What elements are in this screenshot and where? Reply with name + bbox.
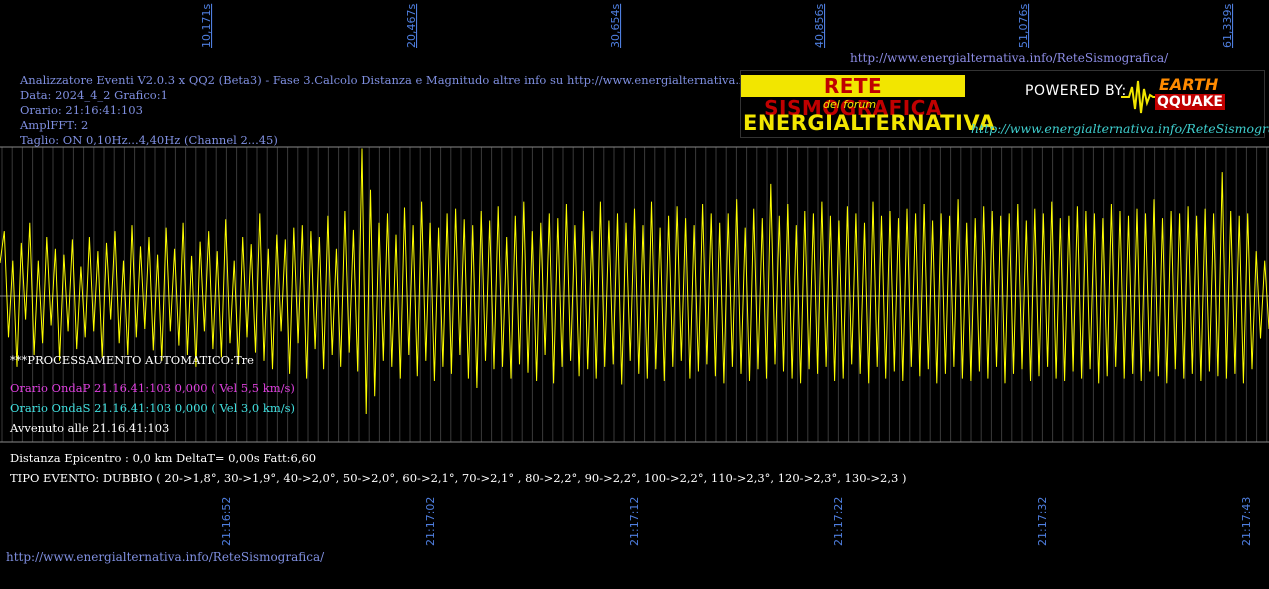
top-tick-label: 20,467s [405, 4, 418, 48]
header-line-date: Data: 2024_4_2 Grafico:1 [20, 88, 168, 102]
bottom-tick-label: 21:17:22 [832, 497, 845, 546]
earthquake-logo: EARTH QQUAKE [1121, 75, 1225, 117]
bottom-time-axis: 21:16:52 21:17:02 21:17:12 21:17:22 21:17:32… [220, 497, 1253, 546]
onda-s-time: Orario OndaS 21.16.41:103 0,000 ( Vel 3,… [10, 401, 296, 415]
header-line-title: Analizzatore Eventi V2.0.3 x QQ2 (Beta3)… [20, 73, 821, 87]
header-line-time: Orario: 21:16:41:103 [20, 103, 143, 117]
logo-quake-text: QQUAKE [1155, 94, 1225, 110]
bottom-url-link[interactable]: http://www.energialternativa.info/ReteSi… [6, 550, 325, 564]
bottom-tick-label: 21:17:02 [424, 497, 437, 546]
banner-url[interactable]: http://www.energialternativa.info/ReteSi… [971, 121, 1269, 136]
logo-earth-text: EARTH [1159, 75, 1219, 94]
seismograph-logo-icon [1121, 80, 1161, 114]
event-type: TIPO EVENTO: DUBBIO ( 20->1,8°, 30->1,9°… [10, 471, 907, 485]
top-tick-label: 10,171s [200, 4, 213, 48]
seismic-trace [0, 148, 1269, 415]
banner-title: RETE SISMOGRAFICA [741, 75, 965, 119]
vertical-gridlines [1, 147, 1268, 442]
event-time: Avvenuto alle 21.16.41:103 [10, 421, 170, 435]
top-time-axis: 10,171s 20,467s 30,654s 40,856s 51,076s 61,33… [200, 4, 1234, 48]
rete-sismografica-banner: RETE SISMOGRAFICA del forum ENERGIALTERN… [740, 70, 1269, 138]
processing-title: ***PROCESSAMENTO AUTOMATICO:Tre [10, 353, 254, 367]
banner-subtitle: del forum [823, 98, 877, 111]
top-tick-label: 30,654s [609, 4, 622, 48]
epicenter-distance: Distanza Epicentro : 0,0 km DeltaT= 0,00… [10, 451, 317, 465]
top-tick-label: 51,076s [1017, 4, 1030, 48]
header-line-amplfft: AmplFFT: 2 [20, 118, 89, 132]
header-line-filter: Taglio: ON 0,10Hz...4,40Hz (Channel 2...… [20, 133, 278, 147]
top-url-link[interactable]: http://www.energialternativa.info/ReteSi… [850, 51, 1169, 65]
top-tick-label: 40,856s [813, 4, 826, 48]
onda-p-time: Orario OndaP 21.16.41:103 0,000 ( Vel 5,… [10, 381, 295, 395]
powered-by-label: POWERED BY: [1025, 83, 1127, 99]
bottom-tick-label: 21:16:52 [220, 497, 233, 546]
bottom-tick-label: 21:17:32 [1036, 497, 1049, 546]
top-tick-label: 61,339s [1221, 4, 1234, 48]
seismic-trace-group [0, 148, 1269, 415]
bottom-tick-label: 21:17:43 [1240, 497, 1253, 546]
banner-name: ENERGIALTERNATIVA [743, 111, 996, 135]
bottom-tick-label: 21:17:12 [628, 497, 641, 546]
